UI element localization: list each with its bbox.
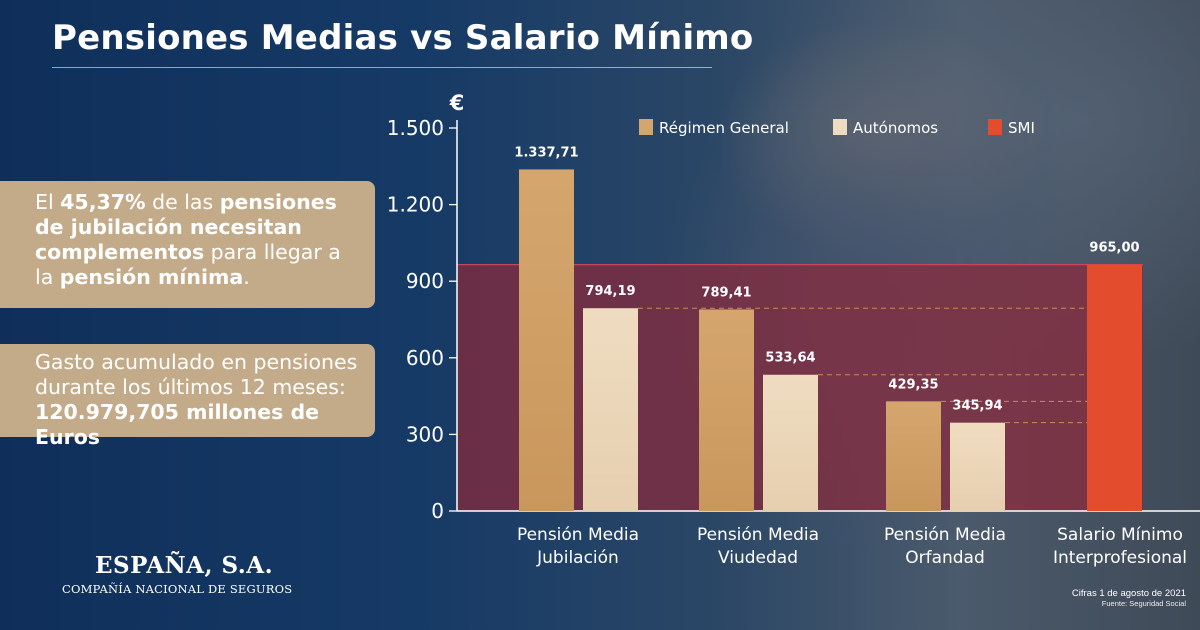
legend-swatch-smi [988, 119, 1002, 135]
y-tick-label: 300 [406, 422, 444, 446]
logo-subtitle: COMPAÑÍA NACIONAL DE SEGUROS [62, 582, 293, 596]
page-title: Pensiones Medias vs Salario Mínimo [52, 18, 754, 58]
y-tick-label: 900 [406, 269, 444, 293]
x-category-label: Salario Mínimo [1057, 525, 1183, 545]
bar-autonomos [763, 374, 818, 511]
bar-value-label: 1.337,71 [514, 145, 578, 160]
footnote-date: Cifras 1 de agosto de 2021 [1071, 588, 1186, 599]
x-category-label: Jubilación [536, 548, 619, 568]
box2-line-1: Gasto acumulado en pensiones [35, 350, 358, 374]
box1-bold-pensiones: pensiones de jubilación necesitan comple… [35, 190, 337, 264]
legend-label: Autónomos [853, 119, 938, 137]
legend-label: SMI [1008, 119, 1035, 137]
bar-value-label: 345,94 [952, 399, 1002, 414]
bar-value-label: 429,35 [888, 377, 938, 392]
x-category-label: Interprofesional [1053, 548, 1187, 568]
footnote: Cifras 1 de agosto de 2021 Fuente: Segur… [1072, 588, 1186, 608]
box2-line-3: 120.979,705 millones de Euros [35, 400, 320, 449]
bar-autonomos [950, 422, 1005, 511]
legend-swatch-autonomos [833, 119, 847, 135]
bar-smi [1087, 264, 1142, 511]
box1-bold-pension-minima: pensión mínima [59, 265, 244, 289]
x-category-label: Pensión Media [884, 525, 1006, 545]
legend-swatch-regimen-general [639, 119, 653, 135]
bar-autonomos [583, 308, 638, 511]
bar-value-label: 965,00 [1089, 241, 1139, 256]
bar-value-label: 789,41 [701, 285, 751, 300]
y-axis-unit: € [449, 91, 465, 115]
x-category-label: Pensión Media [517, 525, 639, 545]
x-category-label: Orfandad [905, 548, 985, 568]
x-category-label: Viudedad [718, 548, 798, 568]
box1-text-1: El [35, 190, 61, 214]
y-tick-label: 1.500 [387, 116, 444, 140]
footnote-source: Fuente: Seguridad Social [1101, 599, 1186, 608]
box2-line-2: durante los últimos 12 meses: [35, 375, 346, 399]
box1-text-3: para llegar a la [35, 240, 341, 289]
box1-bold-percentage: 45,37% [60, 190, 146, 214]
box1-text-2: de las [145, 190, 220, 214]
title-divider [52, 67, 712, 68]
legend-label: Régimen General [659, 119, 789, 137]
y-tick-label: 1.200 [387, 193, 444, 217]
y-tick-label: 0 [431, 499, 444, 523]
y-tick-label: 600 [406, 346, 444, 370]
info-box-complementos: El 45,37% de las pensiones de jubilación… [0, 181, 375, 308]
bar-regimen-general [886, 401, 941, 511]
bar-regimen-general [699, 309, 754, 511]
box1-text-4: . [243, 265, 250, 289]
x-category-label: Pensión Media [697, 525, 819, 545]
bar-regimen-general [519, 169, 574, 511]
logo-name: ESPAÑA, S.A. [95, 552, 274, 579]
bar-value-label: 794,19 [585, 284, 635, 299]
bar-value-label: 533,64 [765, 351, 815, 366]
info-box-gasto: Gasto acumulado en pensiones durante los… [0, 344, 375, 449]
